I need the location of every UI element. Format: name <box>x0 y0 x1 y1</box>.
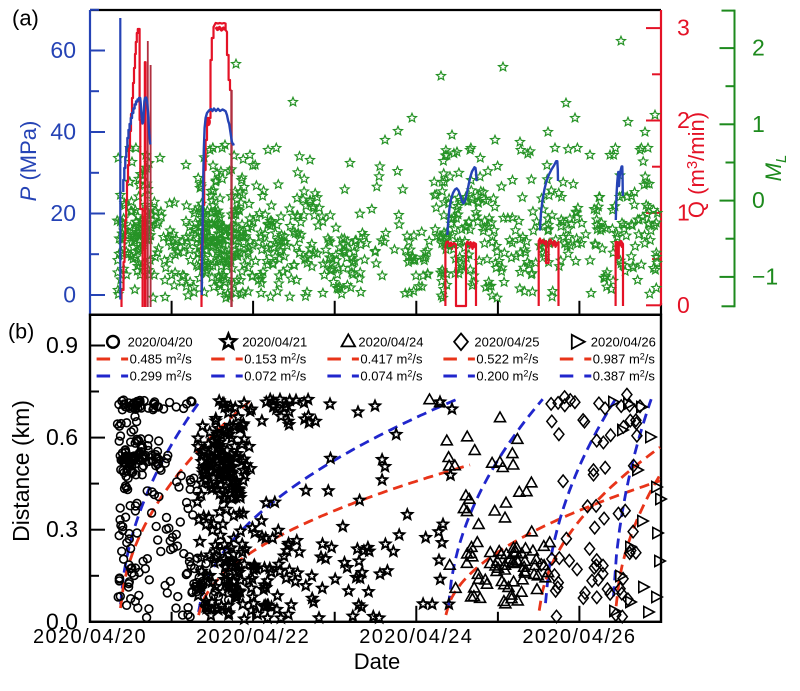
svg-text:1: 1 <box>677 199 690 225</box>
svg-text:3: 3 <box>677 15 690 41</box>
svg-text:0.987 m2/s: 0.987 m2/s <box>593 352 656 367</box>
svg-text:2020/04/25: 2020/04/25 <box>474 335 539 350</box>
svg-text:0.485 m2/s: 0.485 m2/s <box>130 352 193 367</box>
svg-text:40: 40 <box>50 119 76 145</box>
svg-text:0: 0 <box>63 282 76 308</box>
svg-text:2020/04/22: 2020/04/22 <box>196 626 310 648</box>
svg-text:0.522 m2/s: 0.522 m2/s <box>476 352 539 367</box>
svg-text:0: 0 <box>677 292 690 318</box>
svg-text:2020/04/24: 2020/04/24 <box>359 626 473 648</box>
svg-text:Date: Date <box>354 649 400 674</box>
svg-text:0.9: 0.9 <box>46 332 78 358</box>
svg-text:0.074 m2/s: 0.074 m2/s <box>360 369 423 384</box>
svg-text:0.072 m2/s: 0.072 m2/s <box>244 369 307 384</box>
svg-text:0.387 m2/s: 0.387 m2/s <box>593 369 656 384</box>
svg-text:2020/04/20: 2020/04/20 <box>128 335 193 350</box>
svg-text:Distance (km): Distance (km) <box>8 400 34 542</box>
svg-text:2: 2 <box>677 107 690 133</box>
svg-text:ML: ML <box>761 155 790 182</box>
svg-text:2020/04/20: 2020/04/20 <box>33 626 147 648</box>
svg-text:0.200 m2/s: 0.200 m2/s <box>476 369 539 384</box>
svg-text:(b): (b) <box>8 320 34 344</box>
svg-text:2020/04/24: 2020/04/24 <box>358 335 423 350</box>
svg-text:20: 20 <box>50 200 76 226</box>
svg-text:0.6: 0.6 <box>46 424 78 450</box>
svg-text:2: 2 <box>752 35 765 61</box>
svg-text:0: 0 <box>752 187 765 213</box>
svg-text:−1: −1 <box>752 263 778 289</box>
svg-text:0.3: 0.3 <box>46 516 78 542</box>
svg-text:1: 1 <box>752 111 765 137</box>
svg-text:2020/04/21: 2020/04/21 <box>242 335 307 350</box>
svg-text:0.153 m2/s: 0.153 m2/s <box>244 352 307 367</box>
svg-text:0.299 m2/s: 0.299 m2/s <box>130 369 193 384</box>
svg-text:2020/04/26: 2020/04/26 <box>522 626 636 648</box>
svg-text:(a): (a) <box>12 6 39 31</box>
svg-text:0.417 m2/s: 0.417 m2/s <box>360 352 423 367</box>
svg-text:60: 60 <box>50 37 76 63</box>
svg-text:0.0: 0.0 <box>46 608 78 634</box>
svg-text:2020/04/26: 2020/04/26 <box>591 335 656 350</box>
svg-text:P (MPa): P (MPa) <box>16 121 41 202</box>
